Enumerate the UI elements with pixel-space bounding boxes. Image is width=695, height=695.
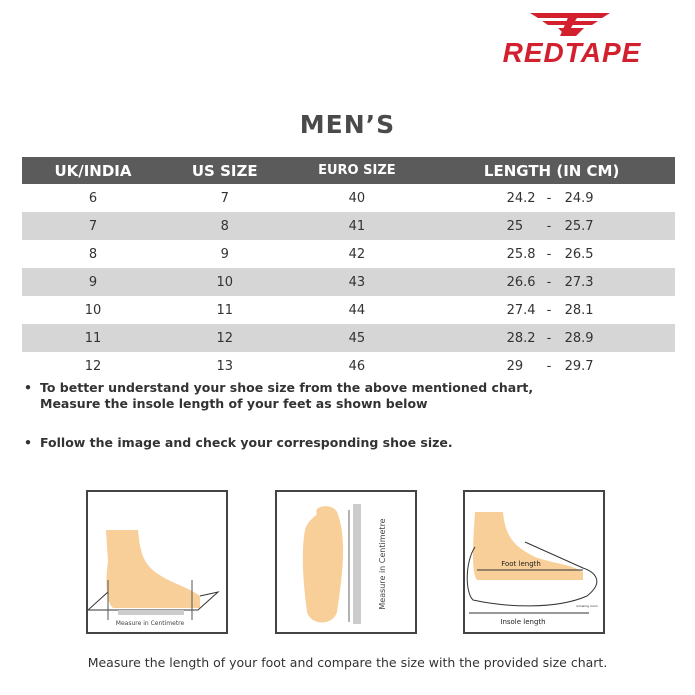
us-size: 10: [163, 268, 286, 296]
header-length: LENGTH (IN CM): [428, 157, 675, 184]
us-size: 12: [163, 324, 286, 352]
redtape-logo: REDTAPE: [503, 13, 642, 68]
header-uk: UK/INDIA: [22, 157, 164, 184]
growing-room-label: Growing room: [576, 604, 597, 608]
euro-size: 40: [348, 190, 366, 206]
shoe-foot-image: Foot length Insole length Growing room: [463, 490, 605, 634]
length-from: 27.4: [506, 302, 536, 318]
table-row: 10 11 44 27.4-28.1: [22, 296, 675, 324]
length-cell: 28.2-28.9: [428, 324, 675, 352]
side-foot-image: Measure in Centimetre: [86, 490, 228, 634]
us-size: 7: [220, 190, 229, 206]
uk-size: 11: [22, 324, 164, 352]
svg-text:REDTAPE: REDTAPE: [503, 37, 642, 68]
euro-size: 42: [348, 246, 366, 262]
euro-size: 44: [348, 302, 366, 318]
length-from: 29: [506, 358, 524, 374]
length-from: 26.6: [506, 274, 536, 290]
table-row: 8 9 42 25.8-26.5: [22, 240, 675, 268]
table-row: 6 7 40 24.2-24.9: [22, 184, 675, 212]
separator: -: [546, 358, 552, 374]
length-cell: 29 -29.7: [428, 352, 675, 380]
separator: -: [546, 330, 552, 346]
length-to: 28.1: [564, 302, 594, 318]
length-to: 29.7: [564, 358, 594, 374]
length-cell: 25 -25.7: [428, 212, 675, 240]
separator: -: [546, 190, 552, 206]
side-label: Measure in Centimetre: [116, 620, 185, 627]
length-from: 25.8: [506, 246, 536, 262]
caption: Measure the length of your foot and comp…: [87, 655, 608, 670]
table-row: 12 13 46 29 -29.7: [22, 352, 675, 380]
table-row: 11 12 45 28.2-28.9: [22, 324, 675, 352]
header-us: US SIZE: [163, 157, 286, 184]
length-to: 26.5: [564, 246, 594, 262]
length-from: 25: [506, 218, 524, 234]
length-cell: 26.6-27.3: [428, 268, 675, 296]
euro-size: 46: [348, 358, 366, 374]
separator: -: [546, 246, 552, 262]
uk-size: 8: [88, 246, 98, 262]
length-to: 25.7: [564, 218, 594, 234]
table-row: 7 8 41 25 -25.7: [22, 212, 675, 240]
euro-size: 43: [285, 268, 429, 296]
length-from: 28.2: [506, 330, 536, 346]
length-cell: 27.4-28.1: [428, 296, 675, 324]
uk-size: 10: [84, 302, 102, 318]
euro-size: 45: [285, 324, 429, 352]
uk-size: 6: [88, 190, 98, 206]
uk-size: 12: [84, 358, 102, 374]
length-from: 24.2: [506, 190, 536, 206]
separator: -: [546, 274, 552, 290]
table-header: UK/INDIA US SIZE EURO SIZE LENGTH (IN CM…: [22, 157, 675, 184]
length-to: 28.9: [564, 330, 594, 346]
us-size: 13: [216, 358, 233, 374]
us-size: 8: [163, 212, 286, 240]
length-to: 27.3: [564, 274, 594, 290]
foot-length-label: Foot length: [501, 560, 541, 568]
top-label: Measure in Centimetre: [378, 518, 387, 609]
header-euro: EURO SIZE: [285, 157, 429, 184]
table-row: 9 10 43 26.6-27.3: [22, 268, 675, 296]
bullet-2: • Follow the image and check your corres…: [24, 435, 453, 450]
euro-size: 41: [285, 212, 429, 240]
length-to: 24.9: [564, 190, 594, 206]
page-title: MEN’S: [299, 110, 396, 139]
top-foot-image: Measure in Centimetre: [275, 490, 417, 634]
separator: -: [546, 218, 552, 234]
bullet-1: • To better understand your shoe size fr…: [24, 380, 534, 411]
us-size: 11: [216, 302, 233, 318]
length-cell: 24.2-24.9: [428, 184, 675, 212]
size-chart-table: UK/INDIA US SIZE EURO SIZE LENGTH (IN CM…: [22, 157, 675, 380]
insole-length-label: Insole length: [500, 618, 545, 626]
us-size: 9: [220, 246, 229, 262]
length-cell: 25.8-26.5: [428, 240, 675, 268]
uk-size: 7: [22, 212, 164, 240]
uk-size: 9: [22, 268, 164, 296]
separator: -: [546, 302, 552, 318]
